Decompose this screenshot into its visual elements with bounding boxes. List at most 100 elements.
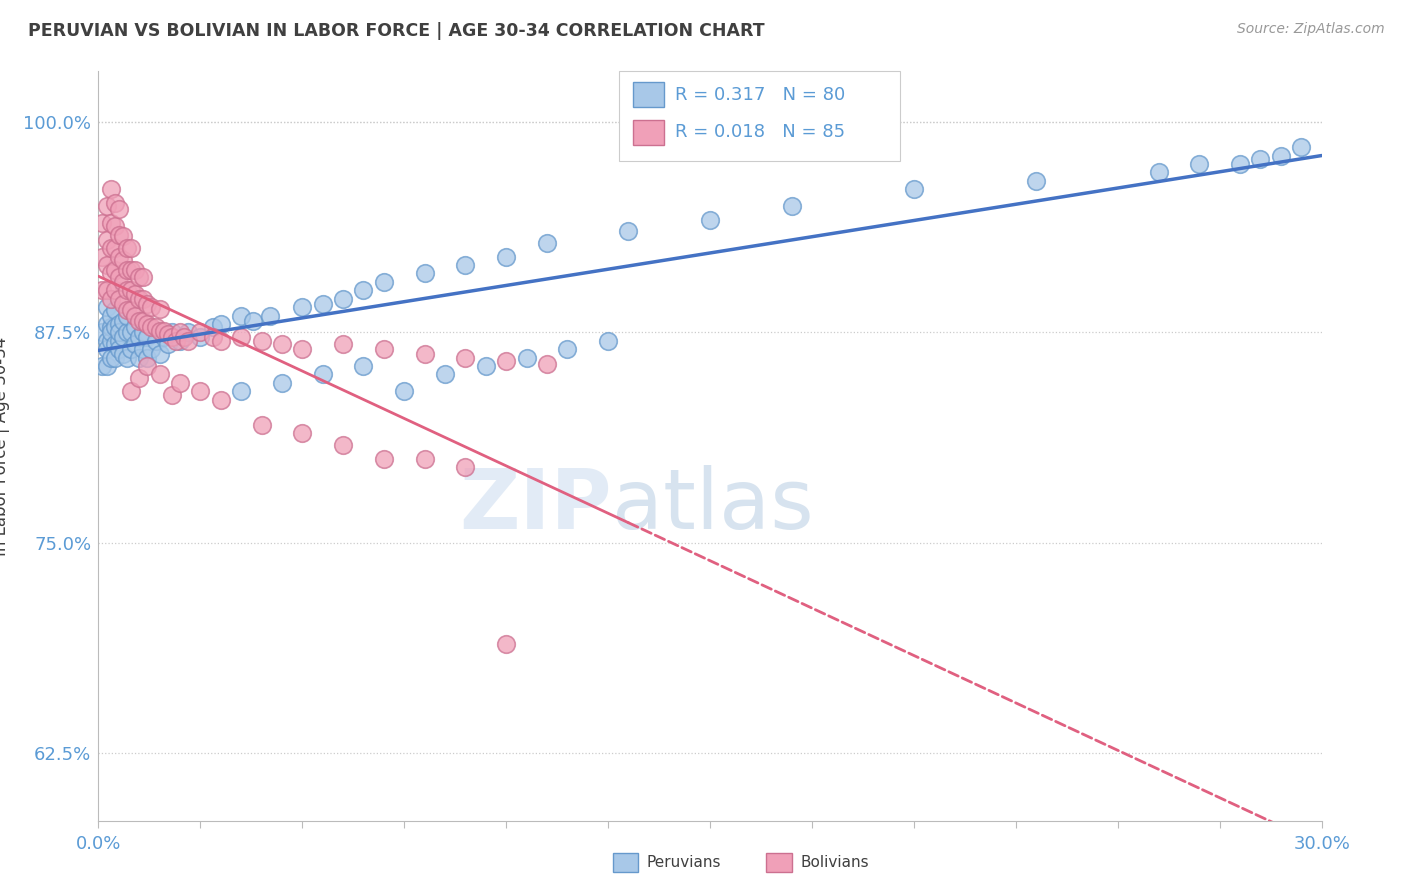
Point	[1289, 140, 1312, 154]
Point	[201, 320, 224, 334]
Point	[128, 351, 150, 365]
Point	[115, 309, 138, 323]
Point	[111, 252, 134, 267]
Point	[270, 337, 292, 351]
Point	[104, 195, 127, 210]
Point	[352, 283, 374, 297]
Point	[141, 300, 163, 314]
Point	[231, 330, 253, 344]
Point	[188, 330, 212, 344]
Point	[169, 326, 191, 340]
Point	[111, 313, 134, 327]
Point	[177, 326, 200, 340]
Point	[132, 292, 155, 306]
Point	[515, 351, 537, 365]
Point	[413, 267, 436, 281]
Point	[104, 320, 127, 334]
Point	[128, 330, 150, 344]
Point	[100, 292, 122, 306]
Point	[156, 337, 179, 351]
Point	[91, 216, 114, 230]
Point	[373, 342, 395, 356]
Point	[115, 326, 138, 340]
Point	[1229, 157, 1251, 171]
Point	[91, 250, 114, 264]
Point	[454, 460, 477, 475]
Point	[332, 438, 354, 452]
Point	[1025, 174, 1047, 188]
Text: PERUVIAN VS BOLIVIAN IN LABOR FORCE | AGE 30-34 CORRELATION CHART: PERUVIAN VS BOLIVIAN IN LABOR FORCE | AG…	[28, 22, 765, 40]
Point	[291, 426, 314, 441]
Point	[108, 317, 131, 331]
Point	[115, 241, 138, 255]
Point	[128, 371, 150, 385]
Point	[188, 384, 212, 399]
Point	[250, 334, 273, 348]
Point	[201, 330, 224, 344]
Point	[145, 334, 167, 348]
Point	[111, 330, 134, 344]
Point	[903, 182, 925, 196]
Point	[96, 317, 118, 331]
Point	[160, 387, 183, 401]
Point	[120, 303, 142, 318]
Text: R = 0.317   N = 80: R = 0.317 N = 80	[675, 86, 845, 103]
Point	[242, 313, 264, 327]
Point	[1270, 148, 1292, 162]
Point	[1188, 157, 1211, 171]
Point	[115, 283, 138, 297]
Point	[96, 233, 118, 247]
Point	[149, 347, 172, 361]
Point	[231, 309, 253, 323]
Point	[165, 334, 187, 348]
Point	[332, 292, 354, 306]
Point	[209, 317, 232, 331]
Point	[1147, 165, 1170, 179]
Point	[141, 320, 163, 334]
Point	[270, 376, 292, 390]
Point	[100, 334, 122, 348]
Point	[115, 303, 138, 318]
Point	[111, 229, 134, 244]
Point	[332, 337, 354, 351]
Point	[104, 263, 127, 277]
Point	[124, 286, 146, 301]
Point	[100, 351, 122, 365]
Point	[108, 292, 131, 306]
Point	[120, 384, 142, 399]
Point	[104, 303, 127, 318]
Point	[373, 451, 395, 466]
Point	[413, 347, 436, 361]
Point	[136, 317, 159, 331]
Text: Peruvians: Peruvians	[647, 855, 721, 870]
Point	[108, 334, 131, 348]
Point	[108, 227, 131, 242]
Point	[111, 296, 134, 310]
Point	[160, 326, 183, 340]
Point	[128, 292, 150, 306]
Point	[149, 324, 172, 338]
Point	[160, 330, 183, 344]
Point	[152, 324, 174, 338]
Point	[115, 263, 138, 277]
Point	[454, 351, 477, 365]
Point	[104, 241, 127, 255]
Point	[173, 330, 195, 344]
Point	[100, 182, 122, 196]
Point	[136, 351, 159, 365]
Point	[100, 267, 122, 281]
Point	[132, 313, 155, 327]
Point	[352, 359, 374, 373]
Point	[91, 326, 114, 340]
Point	[1249, 152, 1271, 166]
Point	[96, 334, 118, 348]
Point	[136, 296, 159, 310]
Point	[132, 269, 155, 284]
Point	[100, 216, 122, 230]
Point	[311, 296, 335, 310]
Point	[132, 326, 155, 340]
Point	[474, 359, 498, 373]
Point	[156, 326, 179, 341]
Point	[120, 241, 142, 255]
Point	[108, 342, 131, 356]
